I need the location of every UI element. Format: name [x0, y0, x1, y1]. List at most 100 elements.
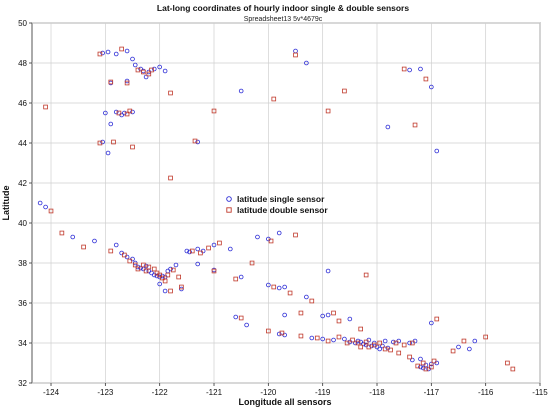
single-sensor-point	[418, 66, 423, 72]
double-sensor-point	[279, 330, 285, 336]
plot-area	[31, 22, 541, 384]
double-sensor-point	[160, 275, 165, 281]
y-tick-label: 32	[18, 379, 27, 388]
y-axis-label: Latitude	[1, 186, 11, 221]
series-single	[37, 48, 478, 372]
double-sensor-point	[168, 90, 173, 96]
single-sensor-point	[151, 66, 157, 72]
double-sensor-point	[108, 79, 114, 85]
double-sensor-point	[293, 232, 298, 238]
x-tick-label: -120	[260, 388, 277, 397]
single-sensor-point	[244, 322, 249, 328]
double-sensor-point	[401, 342, 407, 348]
double-sensor-point	[146, 264, 152, 270]
y-tick-label: 42	[18, 179, 27, 188]
legend: latitude single sensor latitude double s…	[226, 194, 328, 215]
double-sensor-point	[268, 238, 274, 244]
double-sensor-point	[179, 284, 184, 290]
single-sensor-point	[184, 248, 190, 254]
double-sensor-point	[211, 108, 217, 114]
single-sensor-point	[195, 246, 201, 252]
single-sensor-point	[92, 238, 97, 244]
double-sensor-point	[122, 252, 127, 258]
single-sensor-point	[162, 68, 168, 74]
single-sensor-point	[320, 336, 325, 342]
single-sensor-point	[154, 273, 160, 279]
double-sensor-point	[393, 340, 399, 346]
single-sensor-point	[282, 284, 287, 290]
single-sensor-point	[43, 204, 48, 210]
single-sensor-point	[276, 285, 282, 291]
double-sensor-point	[434, 316, 440, 322]
single-sensor-point	[410, 357, 415, 363]
double-sensor-point	[505, 360, 510, 366]
double-sensor-point	[176, 274, 181, 280]
double-sensor-point	[192, 138, 198, 144]
x-tick-label: -123	[97, 388, 114, 397]
single-sensor-point	[276, 331, 282, 337]
double-sensor-point	[249, 260, 255, 266]
double-sensor-point	[483, 334, 488, 340]
single-sensor-point	[391, 339, 396, 345]
single-sensor-point	[113, 51, 119, 57]
double-sensor-point	[325, 338, 331, 344]
single-sensor-point	[132, 62, 138, 68]
y-tick-label: 44	[18, 139, 27, 148]
double-sensor-point	[355, 340, 361, 346]
double-sensor-point	[211, 268, 217, 274]
double-sensor-point	[206, 245, 211, 251]
double-sensor-point	[141, 262, 146, 268]
single-sensor-point	[385, 124, 391, 130]
double-sensor-point	[314, 335, 320, 341]
x-tick-label: -119	[315, 388, 331, 397]
single-sensor-point	[304, 60, 309, 66]
double-sensor-point	[309, 298, 315, 304]
y-tick-label: 36	[18, 299, 27, 308]
double-sensor-point	[132, 262, 138, 268]
double-sensor-point	[461, 338, 467, 344]
single-sensor-point	[100, 50, 105, 56]
y-tick-label: 34	[18, 339, 27, 348]
single-sensor-point	[143, 263, 149, 269]
double-sensor-point	[127, 108, 133, 114]
double-sensor-point	[358, 326, 364, 332]
single-sensor-point	[195, 139, 201, 145]
double-sensor-point	[130, 144, 135, 150]
double-sensor-point	[420, 360, 426, 366]
double-sensor-point	[431, 358, 437, 364]
double-sensor-point	[143, 268, 149, 274]
x-tick-label: -124	[43, 388, 60, 397]
legend-marker-double	[226, 207, 232, 213]
single-sensor-point	[304, 294, 309, 300]
double-sensor-point	[271, 284, 277, 290]
single-sensor-point	[325, 268, 331, 274]
double-sensor-point	[48, 208, 54, 214]
double-sensor-point	[410, 340, 415, 346]
single-sensor-point	[157, 281, 162, 287]
double-sensor-point	[127, 258, 133, 264]
double-sensor-point	[429, 364, 434, 370]
single-sensor-point	[37, 200, 43, 206]
double-sensor-point	[111, 139, 116, 145]
single-sensor-point	[429, 84, 434, 90]
y-tick-label: 38	[18, 259, 27, 268]
double-sensor-point	[97, 51, 103, 57]
single-sensor-point	[124, 48, 130, 54]
double-sensor-point	[165, 272, 171, 278]
single-sensor-point	[380, 343, 385, 349]
single-sensor-point	[456, 344, 461, 350]
single-sensor-point	[347, 316, 353, 322]
double-sensor-point	[162, 278, 168, 284]
single-sensor-point	[211, 242, 217, 248]
single-sensor-point	[233, 314, 239, 320]
double-sensor-point	[141, 69, 146, 75]
double-sensor-point	[293, 52, 298, 58]
double-sensor-point	[407, 354, 412, 360]
double-sensor-point	[377, 340, 383, 346]
double-sensor-point	[342, 88, 347, 94]
legend-marker-single	[226, 196, 232, 202]
double-sensor-point	[97, 140, 103, 146]
single-sensor-point	[138, 265, 143, 271]
